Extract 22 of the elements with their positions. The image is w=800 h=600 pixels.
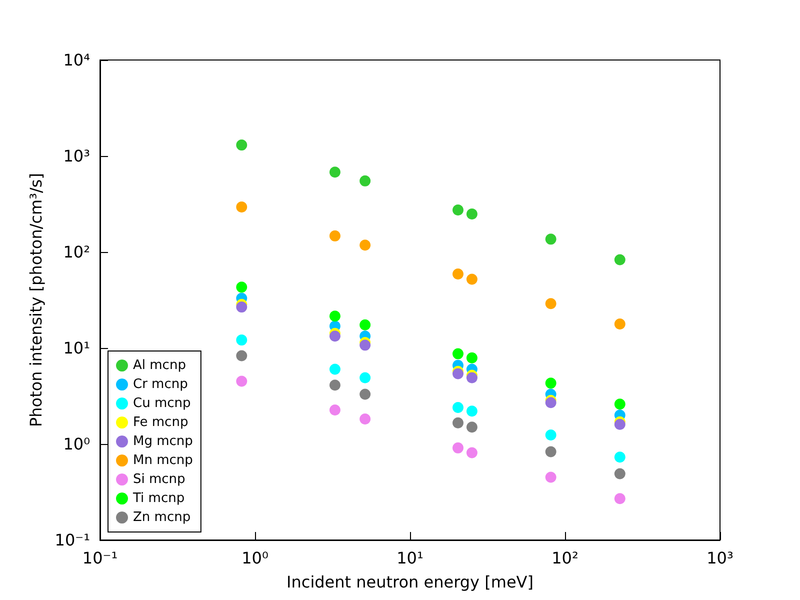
x-axis-title: Incident neutron energy [meV] [286, 572, 534, 592]
legend-label: Al mcnp [133, 358, 186, 373]
y-tick-label: 10² [63, 242, 90, 262]
legend-label: Mg mcnp [133, 434, 193, 449]
legend-label: Cu mcnp [133, 396, 191, 411]
y-tick-label: 10⁰ [63, 434, 90, 454]
y-tick-label: 10³ [63, 146, 90, 166]
y-tick-label: 10¹ [63, 338, 90, 358]
legend-label: Zn mcnp [133, 510, 191, 525]
y-axis-title: Photon intensity [photon/cm³/s] [26, 172, 46, 428]
legend-label: Fe mcnp [133, 415, 188, 430]
legend-label: Si mcnp [133, 472, 186, 487]
x-tick-label: 10³ [706, 548, 734, 568]
legend-label: Mn mcnp [133, 453, 193, 468]
x-tick-label: 10² [552, 548, 578, 568]
y-tick-label: 10⁴ [63, 50, 90, 70]
x-tick-label: 10⁰ [242, 548, 268, 568]
legend-label: Cr mcnp [133, 377, 188, 392]
legend-label: Ti mcnp [132, 491, 185, 506]
x-tick-label: 10⁻¹ [82, 548, 118, 568]
x-tick-label: 10¹ [396, 548, 424, 568]
y-tick-label: 10⁻¹ [54, 530, 90, 550]
